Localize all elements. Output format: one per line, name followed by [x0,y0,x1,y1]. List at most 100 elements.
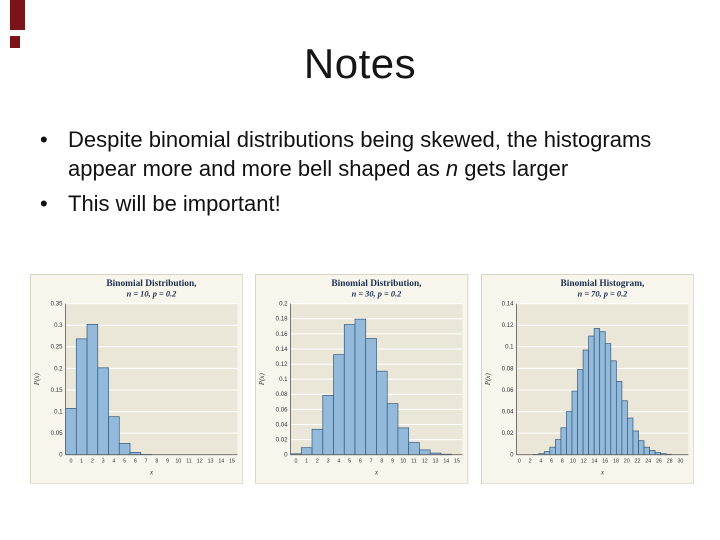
svg-text:15: 15 [454,459,460,465]
svg-text:13: 13 [208,459,214,465]
svg-text:16: 16 [602,459,608,465]
bullet-text-2: This will be important! [68,190,281,219]
bullet-1-pre: Despite binomial distributions being ske… [68,127,652,181]
bullet-text-1: Despite binomial distributions being ske… [68,126,676,183]
svg-text:0.15: 0.15 [51,387,63,394]
svg-text:0: 0 [59,452,63,459]
svg-text:0.35: 0.35 [51,301,63,308]
chart-svg: 0 0.02 0.04 0.06 0.08 0.1 0.12 0.14 0.16 0.18 0.2 0… [255,274,469,485]
svg-text:14: 14 [591,459,597,465]
svg-text:0.05: 0.05 [51,430,63,437]
svg-text:0.02: 0.02 [501,430,513,437]
svg-text:1: 1 [306,459,309,465]
svg-text:0: 0 [518,459,521,465]
svg-text:9: 9 [166,459,169,465]
svg-text:12: 12 [422,459,428,465]
bullet-marker-2: • [40,191,48,217]
svg-text:0: 0 [510,452,514,459]
svg-text:0.25: 0.25 [51,344,63,351]
svg-text:0.08: 0.08 [501,365,513,372]
svg-text:0: 0 [69,459,72,465]
svg-text:24: 24 [645,459,651,465]
chart-binomial-n70: 0 0.02 0.04 0.06 0.08 0.1 0.12 0.14 0 2 4 6 8 10 12 14 1… [480,274,694,485]
svg-text:8: 8 [560,459,563,465]
svg-text:0.14: 0.14 [501,301,513,308]
decor-red-bar-small [10,36,20,48]
svg-text:1: 1 [80,459,83,465]
svg-text:3: 3 [327,459,330,465]
svg-text:0.1: 0.1 [54,409,63,416]
svg-text:30: 30 [677,459,683,465]
svg-text:0.04: 0.04 [501,409,513,416]
decor-red-bar-large [10,0,25,30]
svg-text:11: 11 [186,459,192,465]
svg-text:14: 14 [444,459,450,465]
svg-text:8: 8 [155,459,158,465]
svg-text:0.16: 0.16 [276,331,288,338]
svg-text:0.06: 0.06 [276,406,288,413]
chart-svg: 00.050.10.150.20.250.30.350 1 2 3 4 5 6 7 8 9 10 11… [30,274,244,485]
svg-text:9: 9 [391,459,394,465]
bullet-2-pre: This will be important! [68,191,281,217]
bullet-item-2: • This will be important! [40,190,676,219]
chart-binomial-n30: 0 0.02 0.04 0.06 0.08 0.1 0.12 0.14 0.16 0.18 0.2 0… [255,274,469,485]
svg-text:6: 6 [359,459,362,465]
svg-text:0.2: 0.2 [54,365,63,372]
svg-text:x: x [149,467,154,476]
svg-text:5: 5 [348,459,351,465]
charts-row: 0 0.05 0.1 0.15 0.2 0.25 0.3 0.35 0 1 2 3 4 5 6 7 8 9 10 11… [30,274,694,485]
svg-text:20: 20 [623,459,629,465]
svg-text:4: 4 [112,459,115,465]
svg-text:6: 6 [550,459,553,465]
svg-text:12: 12 [197,459,203,465]
svg-text:18: 18 [613,459,619,465]
svg-text:0.18: 0.18 [276,316,288,323]
svg-text:5: 5 [123,459,126,465]
svg-text:0: 0 [285,452,289,459]
svg-text:8: 8 [381,459,384,465]
svg-text:0.06: 0.06 [501,387,513,394]
svg-text:0.3: 0.3 [54,322,63,329]
svg-text:7: 7 [370,459,373,465]
svg-text:4: 4 [338,459,341,465]
svg-text:14: 14 [218,459,224,465]
svg-text:x: x [599,467,604,476]
bullet-item-1: • Despite binomial distributions being s… [40,126,676,183]
bullet-marker-1: • [40,127,48,152]
svg-text:0.08: 0.08 [276,391,288,398]
svg-text:0: 0 [295,459,298,465]
bullet-1-post: gets larger [458,155,569,181]
svg-text:Binomial Histogram,: Binomial Histogram, [560,279,644,289]
svg-text:0.04: 0.04 [276,421,288,428]
svg-text:2: 2 [528,459,531,465]
svg-text:3: 3 [102,459,105,465]
bullet-list: • Despite binomial distributions being s… [40,126,676,226]
svg-text:28: 28 [666,459,672,465]
svg-text:2: 2 [91,459,94,465]
svg-text:15: 15 [229,459,235,465]
svg-text:n = 70, p = 0.2: n = 70, p = 0.2 [577,290,627,299]
svg-text:Binomial Distribution,: Binomial Distribution, [106,279,196,289]
chart-binomial-n10: 0 0.05 0.1 0.15 0.2 0.25 0.3 0.35 0 1 2 3 4 5 6 7 8 9 10 11… [30,274,244,485]
svg-text:22: 22 [634,459,640,465]
svg-text:0.1: 0.1 [505,344,514,351]
svg-text:10: 10 [570,459,576,465]
svg-text:0.12: 0.12 [501,322,513,329]
svg-text:26: 26 [656,459,662,465]
svg-text:Binomial Distribution,: Binomial Distribution, [332,279,422,289]
svg-text:12: 12 [580,459,586,465]
bullet-1-em: n [445,155,459,181]
svg-text:10: 10 [175,459,181,465]
chart-svg: 00.020.040.060.080.10.120.140 2 4 6 8 10 12 14 1… [480,274,694,485]
svg-text:0.12: 0.12 [276,361,288,368]
svg-text:x: x [374,467,379,476]
svg-text:P(x): P(x) [485,373,492,387]
svg-text:n = 30, p = 0.2: n = 30, p = 0.2 [352,290,402,299]
svg-text:0.2: 0.2 [279,301,288,308]
svg-text:10: 10 [401,459,407,465]
svg-text:n = 10, p = 0.2: n = 10, p = 0.2 [127,290,177,299]
svg-text:4: 4 [539,459,542,465]
svg-text:6: 6 [134,459,137,465]
slide-title: Notes [303,40,417,87]
